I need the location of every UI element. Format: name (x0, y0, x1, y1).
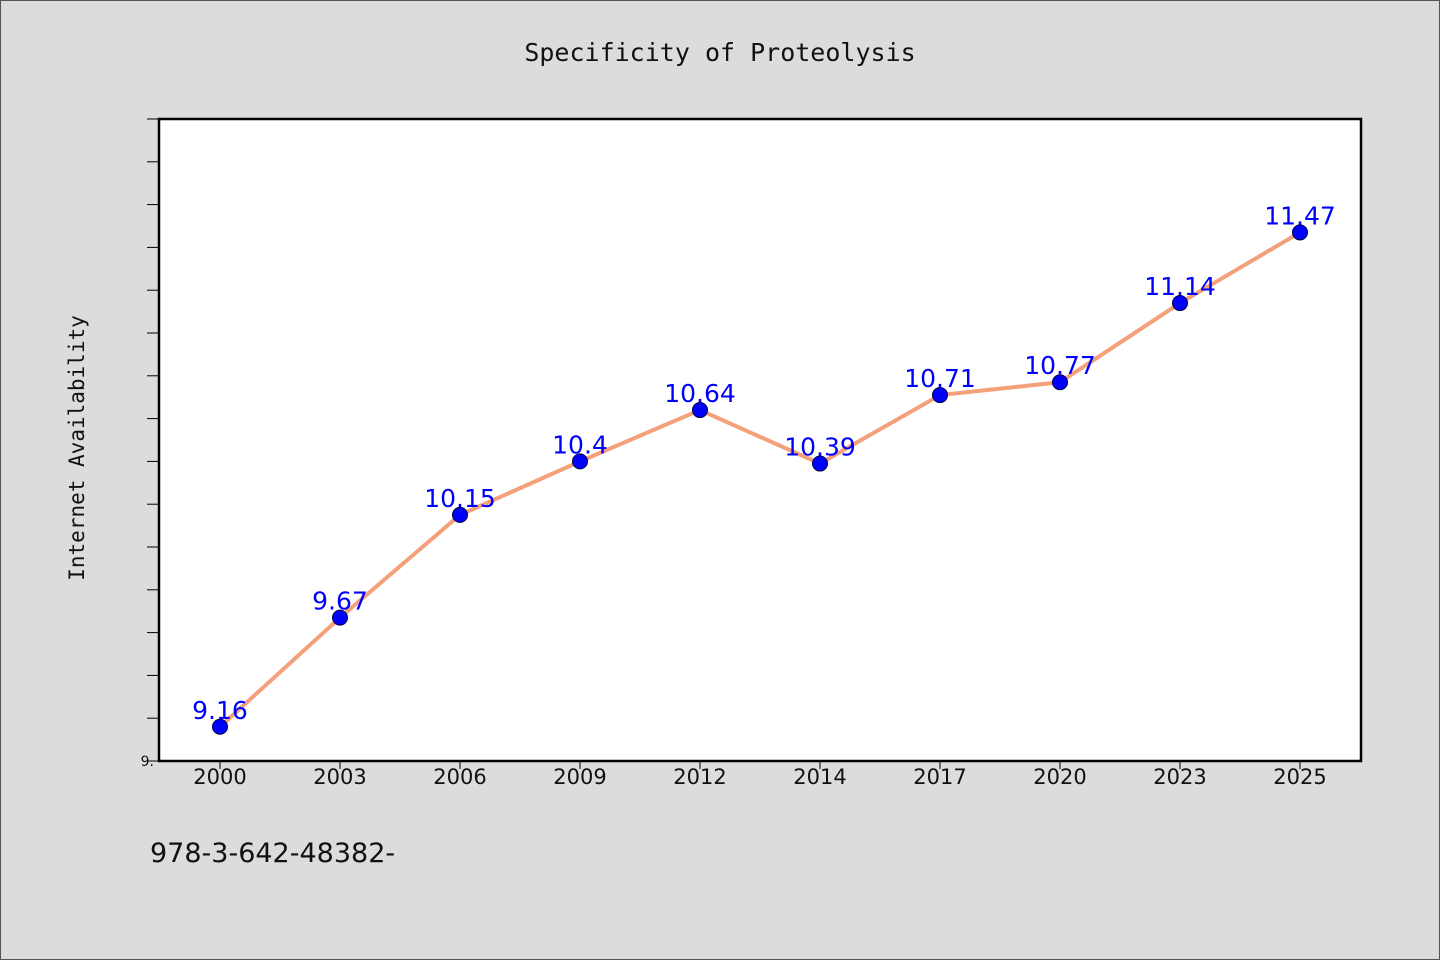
data-point (692, 402, 708, 419)
plot-area (157, 117, 1363, 763)
x-tick-label: 2009 (553, 765, 606, 789)
data-label: 10.39 (784, 433, 856, 462)
series-line (218, 230, 1302, 729)
x-tick-label: 2017 (913, 765, 966, 789)
x-tick-label: 2020 (1033, 765, 1086, 789)
data-label: 10.15 (424, 484, 496, 513)
y-axis-label: Internet Availability (65, 315, 89, 581)
data-point (572, 453, 588, 470)
data-point (452, 506, 468, 523)
y-tick-label: 9. (141, 754, 154, 770)
y-axis-ticks (147, 118, 159, 762)
data-label: 10.64 (664, 379, 736, 408)
data-label: 10.77 (1024, 351, 1096, 380)
x-tick-label: 2006 (433, 765, 486, 789)
data-point (332, 609, 348, 626)
x-tick-label: 2012 (673, 765, 726, 789)
x-tick-label: 2025 (1273, 765, 1326, 789)
series-layer: 9.16 9.67 10.15 10.4 10.64 10.39 10.71 10.77 11.… (192, 201, 1336, 735)
data-point (1292, 224, 1308, 241)
x-tick-label: 2003 (313, 765, 366, 789)
data-point (1052, 374, 1068, 391)
data-label: 11.47 (1264, 201, 1336, 230)
footer-isbn-text: 978-3-642-48382- (150, 838, 395, 869)
x-tick-label: 2000 (193, 765, 246, 789)
chart-title: Specificity of Proteolysis (524, 38, 915, 67)
x-axis-ticks: 2000 2003 2006 2009 2012 2014 2017 2020 2023 2025 (193, 761, 1327, 789)
data-point (932, 387, 948, 404)
x-tick-label: 2014 (793, 765, 846, 789)
data-point (212, 718, 228, 735)
x-tick-label: 2023 (1153, 765, 1206, 789)
data-point (812, 455, 828, 472)
data-label: 9.67 (312, 587, 368, 616)
data-point (1172, 295, 1188, 312)
data-label: 11.14 (1144, 272, 1216, 301)
data-label: 9.16 (192, 696, 248, 725)
data-label: 10.71 (904, 364, 976, 393)
data-label: 10.4 (552, 430, 608, 459)
